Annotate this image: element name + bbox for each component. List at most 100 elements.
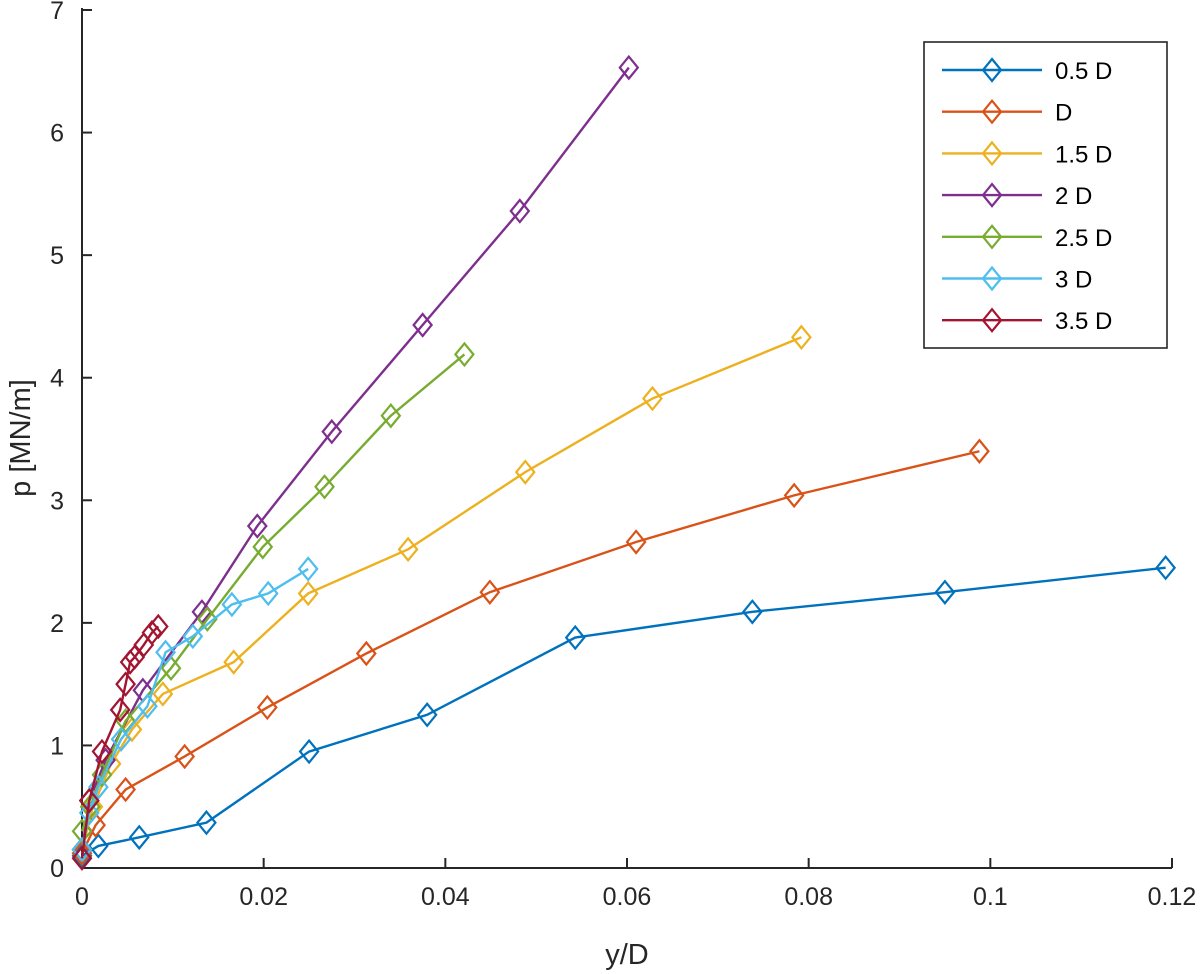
legend-label: D (1055, 100, 1072, 127)
data-point-marker (257, 580, 279, 607)
y-tick-label: 2 (50, 610, 64, 638)
y-tick-label: 4 (50, 365, 64, 393)
data-point-marker (115, 776, 137, 803)
x-ticks: 0 0.02 0.04 0.06 0.08 0.1 0.12 (75, 858, 1196, 911)
data-point-marker (71, 818, 93, 844)
legend-label: 3 D (1055, 267, 1092, 294)
data-point-marker (479, 579, 501, 605)
data-point-marker (256, 694, 278, 721)
data-point-marker (297, 556, 319, 582)
legend-marker (981, 57, 1003, 83)
data-point-marker (969, 438, 990, 464)
legend-label: 0.5 D (1055, 58, 1112, 85)
legend-label: 1.5 D (1055, 141, 1112, 168)
data-point-marker (509, 198, 531, 224)
data-point-marker (115, 671, 137, 697)
y-tick-label: 6 (50, 120, 64, 148)
data-point-marker (136, 693, 158, 719)
data-point-marker (71, 836, 93, 863)
series-2-D (71, 54, 640, 863)
data-point-marker (314, 474, 335, 500)
data-point-marker (71, 840, 93, 867)
data-point-marker (78, 787, 100, 814)
y-tick-label: 0 (50, 855, 64, 883)
data-point-marker (321, 418, 343, 445)
legend-label: 3.5 D (1055, 308, 1112, 335)
legend: 0.5 D D 1.5 D 2 D 2.5 D 3 D 3.5 D (923, 41, 1168, 349)
data-point-marker (196, 809, 217, 836)
data-point-marker (297, 580, 319, 607)
data-point-marker (221, 591, 243, 618)
data-point-marker (412, 312, 434, 338)
data-point-marker (380, 402, 402, 429)
data-point-marker (618, 54, 640, 81)
series-line (80, 353, 466, 832)
series-3-D (71, 556, 319, 863)
legend-label: 2 D (1055, 183, 1092, 210)
series-line (80, 567, 309, 850)
legend-marker (981, 307, 1003, 333)
data-point-marker (182, 623, 204, 650)
y-tick-label: 5 (50, 242, 64, 270)
legend-marker (981, 140, 1003, 167)
data-point-marker (223, 649, 245, 675)
data-point-marker (155, 639, 176, 666)
data-point-marker (174, 743, 196, 770)
data-point-marker (564, 624, 586, 651)
series-line (81, 566, 1166, 857)
data-point-marker (416, 702, 438, 728)
data-point-marker (110, 726, 132, 753)
data-point-marker (298, 738, 320, 765)
y-tick-label: 1 (50, 732, 64, 760)
data-point-marker (128, 824, 150, 851)
data-point-marker (397, 536, 419, 563)
data-point-marker (78, 800, 100, 826)
data-point-marker (147, 613, 169, 640)
legend-marker (981, 98, 1003, 125)
data-point-marker (514, 459, 536, 485)
y-ticks: 0 1 2 3 4 5 6 7 (50, 0, 92, 883)
data-point-marker (355, 640, 377, 667)
legend-label: 2.5 D (1055, 225, 1112, 252)
data-point-marker (453, 341, 475, 368)
data-point-marker (741, 599, 763, 625)
data-point-marker (1155, 554, 1177, 581)
legend-marker (981, 224, 1003, 250)
data-point-marker (783, 482, 805, 509)
x-tick-label: 0 (75, 883, 89, 911)
data-point-marker (109, 697, 131, 723)
x-axis-label: y/D (605, 939, 649, 971)
series-2_5-D (71, 341, 475, 844)
legend-marker (981, 265, 1003, 292)
data-point-marker (160, 655, 182, 681)
series-line (80, 450, 980, 854)
x-tick-label: 0.08 (784, 883, 833, 911)
series-3_5-D (71, 613, 169, 871)
data-point-marker (119, 649, 141, 675)
data-point-marker (121, 716, 143, 743)
data-point-marker (246, 513, 268, 539)
data-point-marker (625, 529, 647, 555)
x-tick-label: 0.1 (973, 883, 1008, 911)
x-tick-label: 0.04 (421, 883, 470, 911)
x-tick-label: 0.06 (603, 883, 652, 911)
data-point-marker (934, 579, 956, 605)
x-tick-label: 0.12 (1148, 883, 1197, 911)
data-point-marker (152, 681, 174, 707)
data-point-marker (196, 606, 218, 632)
series-1_5-D (71, 324, 812, 863)
data-point-marker (71, 845, 93, 871)
data-point-marker (87, 774, 109, 800)
legend-marker (981, 182, 1003, 208)
data-point-marker (252, 534, 274, 560)
data-point-marker (642, 385, 663, 412)
data-point-marker (141, 619, 163, 646)
data-point-marker (790, 324, 812, 351)
y-tick-label: 3 (50, 487, 64, 515)
data-point-marker (91, 738, 113, 765)
y-axis-label: p [MN/m] (5, 379, 37, 497)
x-tick-label: 0.02 (239, 883, 288, 911)
y-tick-label: 7 (50, 0, 64, 25)
series-line (80, 336, 802, 850)
